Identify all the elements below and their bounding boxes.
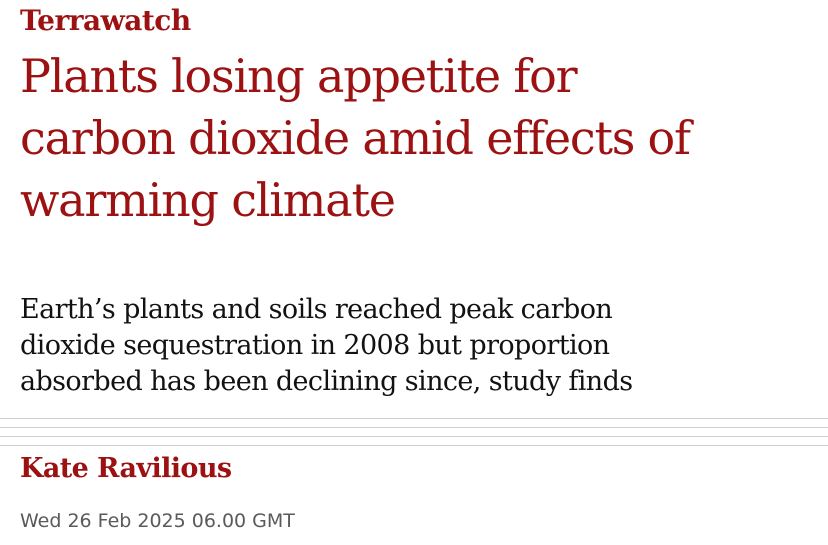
divider-rule (0, 418, 828, 419)
headline-line: warming climate (20, 173, 396, 227)
divider-rule (0, 436, 828, 437)
standfirst-line: absorbed has been declining since, study… (20, 366, 633, 397)
series-kicker-link[interactable]: Terrawatch (20, 4, 191, 37)
byline-author-link[interactable]: Kate Ravilious (20, 453, 232, 484)
divider-rule (0, 427, 828, 428)
divider-rule (0, 445, 828, 446)
standfirst-line: Earth’s plants and soils reached peak ca… (20, 294, 613, 325)
headline-line: Plants losing appetite for (20, 49, 578, 103)
publish-date: Wed 26 Feb 2025 06.00 GMT (20, 510, 295, 532)
headline: Plants losing appetite for carbon dioxid… (20, 45, 820, 231)
standfirst-line: dioxide sequestration in 2008 but propor… (20, 330, 610, 361)
headline-line: carbon dioxide amid effects of (20, 111, 691, 165)
divider-rules (0, 418, 828, 446)
standfirst: Earth’s plants and soils reached peak ca… (20, 292, 820, 400)
